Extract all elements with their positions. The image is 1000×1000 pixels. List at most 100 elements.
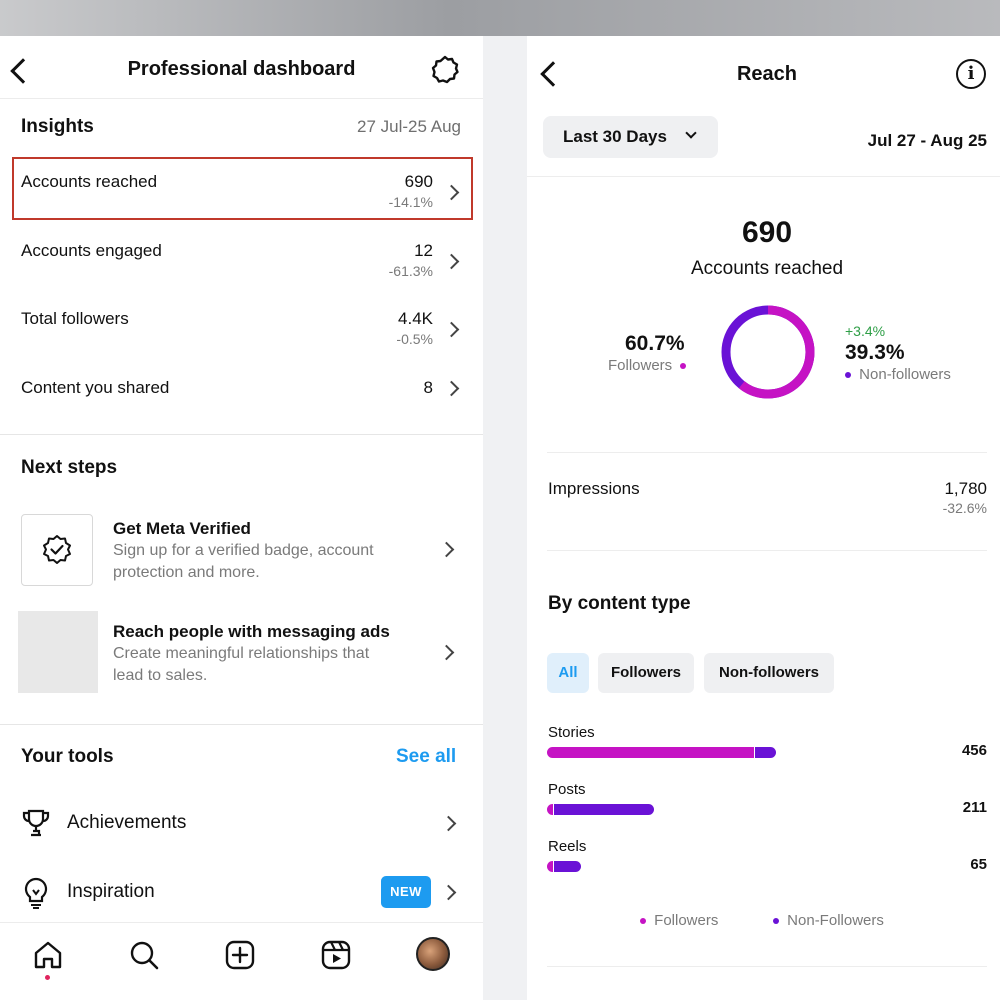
row-value: 690 <box>404 172 433 191</box>
row-value: 4.4K <box>398 309 433 328</box>
followers-legend: Followers <box>608 357 687 374</box>
followers-segment <box>547 804 553 815</box>
search-icon[interactable] <box>128 939 160 971</box>
reels-icon[interactable] <box>320 939 352 971</box>
impressions-value: 1,780 <box>944 479 987 498</box>
section-divider <box>547 452 987 453</box>
tool-label: Inspiration <box>67 881 155 902</box>
row-change: -0.5% <box>396 331 433 347</box>
legend-label: Followers <box>654 912 719 929</box>
insight-row-accounts-engaged[interactable]: Accounts engaged 12 -61.3% <box>0 233 483 293</box>
followers-dot <box>680 363 687 370</box>
date-filter-dropdown[interactable]: Last 30 Days <box>543 116 718 158</box>
non-followers-segment <box>554 804 654 815</box>
reach-panel: Reach i Last 30 Days Jul 27 - Aug 25 690… <box>527 36 1000 1000</box>
followers-label: Followers <box>608 357 673 374</box>
chip-all[interactable]: All <box>547 653 589 693</box>
bar-value: 65 <box>970 856 987 873</box>
your-tools-title: Your tools <box>21 746 114 767</box>
insight-row-total-followers[interactable]: Total followers 4.4K -0.5% <box>0 301 483 361</box>
non-followers-dot <box>773 918 779 925</box>
row-label: Content you shared <box>21 378 170 397</box>
chevron-right-icon <box>443 253 460 270</box>
row-label: Accounts reached <box>21 172 158 191</box>
section-divider <box>547 550 987 551</box>
next-steps-title: Next steps <box>21 457 118 478</box>
row-label: Total followers <box>21 309 129 328</box>
insight-row-content-shared[interactable]: Content you shared 8 <box>0 370 483 430</box>
panel-gap <box>483 36 527 1000</box>
donut-followers-arc <box>721 305 815 399</box>
reach-date-range: Jul 27 - Aug 25 <box>867 131 987 150</box>
step-thumbnail <box>18 611 98 693</box>
followers-segment <box>547 747 755 758</box>
chevron-right-icon <box>438 644 455 661</box>
info-icon[interactable]: i <box>956 59 986 89</box>
chevron-right-icon <box>438 541 455 558</box>
impressions-change: -32.6% <box>942 500 987 516</box>
tool-label: Achievements <box>67 812 187 833</box>
followers-dot <box>640 918 646 925</box>
row-change: -61.3% <box>388 263 433 279</box>
step-icon-frame <box>21 514 93 586</box>
reels-bar <box>547 861 581 872</box>
section-divider <box>0 724 483 725</box>
profile-avatar[interactable] <box>416 937 450 971</box>
create-post-icon[interactable] <box>224 939 256 971</box>
stories-bar <box>547 747 776 758</box>
bar-value: 211 <box>962 799 987 816</box>
lightbulb-icon <box>24 877 48 909</box>
non-followers-label: Non-followers <box>859 366 951 383</box>
non-followers-segment <box>554 861 581 872</box>
highlight-box <box>12 157 473 220</box>
accounts-reached-label: Accounts reached <box>690 258 844 279</box>
chip-non-followers[interactable]: Non-followers <box>704 653 834 693</box>
reach-header: Reach i <box>527 36 1000 116</box>
step-description: Sign up for a verified badge, account pr… <box>113 542 374 581</box>
see-all-link[interactable]: See all <box>396 746 457 767</box>
section-divider <box>527 176 1000 177</box>
chevron-right-icon <box>443 380 460 397</box>
bar-label: Stories <box>548 724 595 741</box>
row-value: 12 <box>414 241 433 260</box>
chevron-down-icon <box>685 127 697 139</box>
followers-segment <box>547 861 553 872</box>
row-label: Accounts engaged <box>21 241 162 260</box>
page-title: Reach <box>736 63 798 85</box>
bar-label: Posts <box>548 781 586 798</box>
non-followers-legend: Non-followers <box>845 366 951 383</box>
followers-percent: 60.7% <box>625 332 685 355</box>
posts-bar <box>547 804 654 815</box>
chevron-right-icon <box>443 321 460 338</box>
bottom-tab-bar <box>0 922 483 1000</box>
settings-icon[interactable] <box>430 54 460 84</box>
step-title: Reach people with messaging ads <box>113 622 390 641</box>
window-top-bar <box>0 0 1000 36</box>
new-badge: NEW <box>381 876 431 908</box>
professional-dashboard-panel: Professional dashboard Insights 27 Jul-2… <box>0 36 483 1000</box>
dashboard-header: Professional dashboard <box>0 36 483 98</box>
legend-followers: Followers <box>640 912 718 929</box>
notification-dot <box>45 975 50 980</box>
followers-donut-chart <box>721 305 815 399</box>
step-description: Create meaningful relationships that lea… <box>113 645 370 684</box>
legend-non-followers: Non-Followers <box>773 912 884 929</box>
insights-title: Insights <box>21 116 94 137</box>
legend-label: Non-Followers <box>787 912 884 929</box>
impressions-label: Impressions <box>548 479 640 498</box>
chevron-right-icon <box>443 184 460 201</box>
non-followers-segment <box>755 747 776 758</box>
non-followers-dot <box>845 372 851 379</box>
non-followers-change: +3.4% <box>845 323 886 339</box>
section-divider <box>0 434 483 435</box>
bar-value: 456 <box>961 742 987 759</box>
row-change: -14.1% <box>388 194 433 210</box>
insights-date-range: 27 Jul-25 Aug <box>357 117 461 136</box>
row-value: 8 <box>423 378 433 397</box>
insight-row-accounts-reached[interactable]: Accounts reached 690 -14.1% <box>0 164 483 224</box>
filter-label: Last 30 Days <box>563 127 667 146</box>
chip-followers[interactable]: Followers <box>598 653 694 693</box>
chevron-right-icon <box>440 884 457 901</box>
home-icon[interactable] <box>32 939 64 971</box>
page-title: Professional dashboard <box>127 58 356 80</box>
